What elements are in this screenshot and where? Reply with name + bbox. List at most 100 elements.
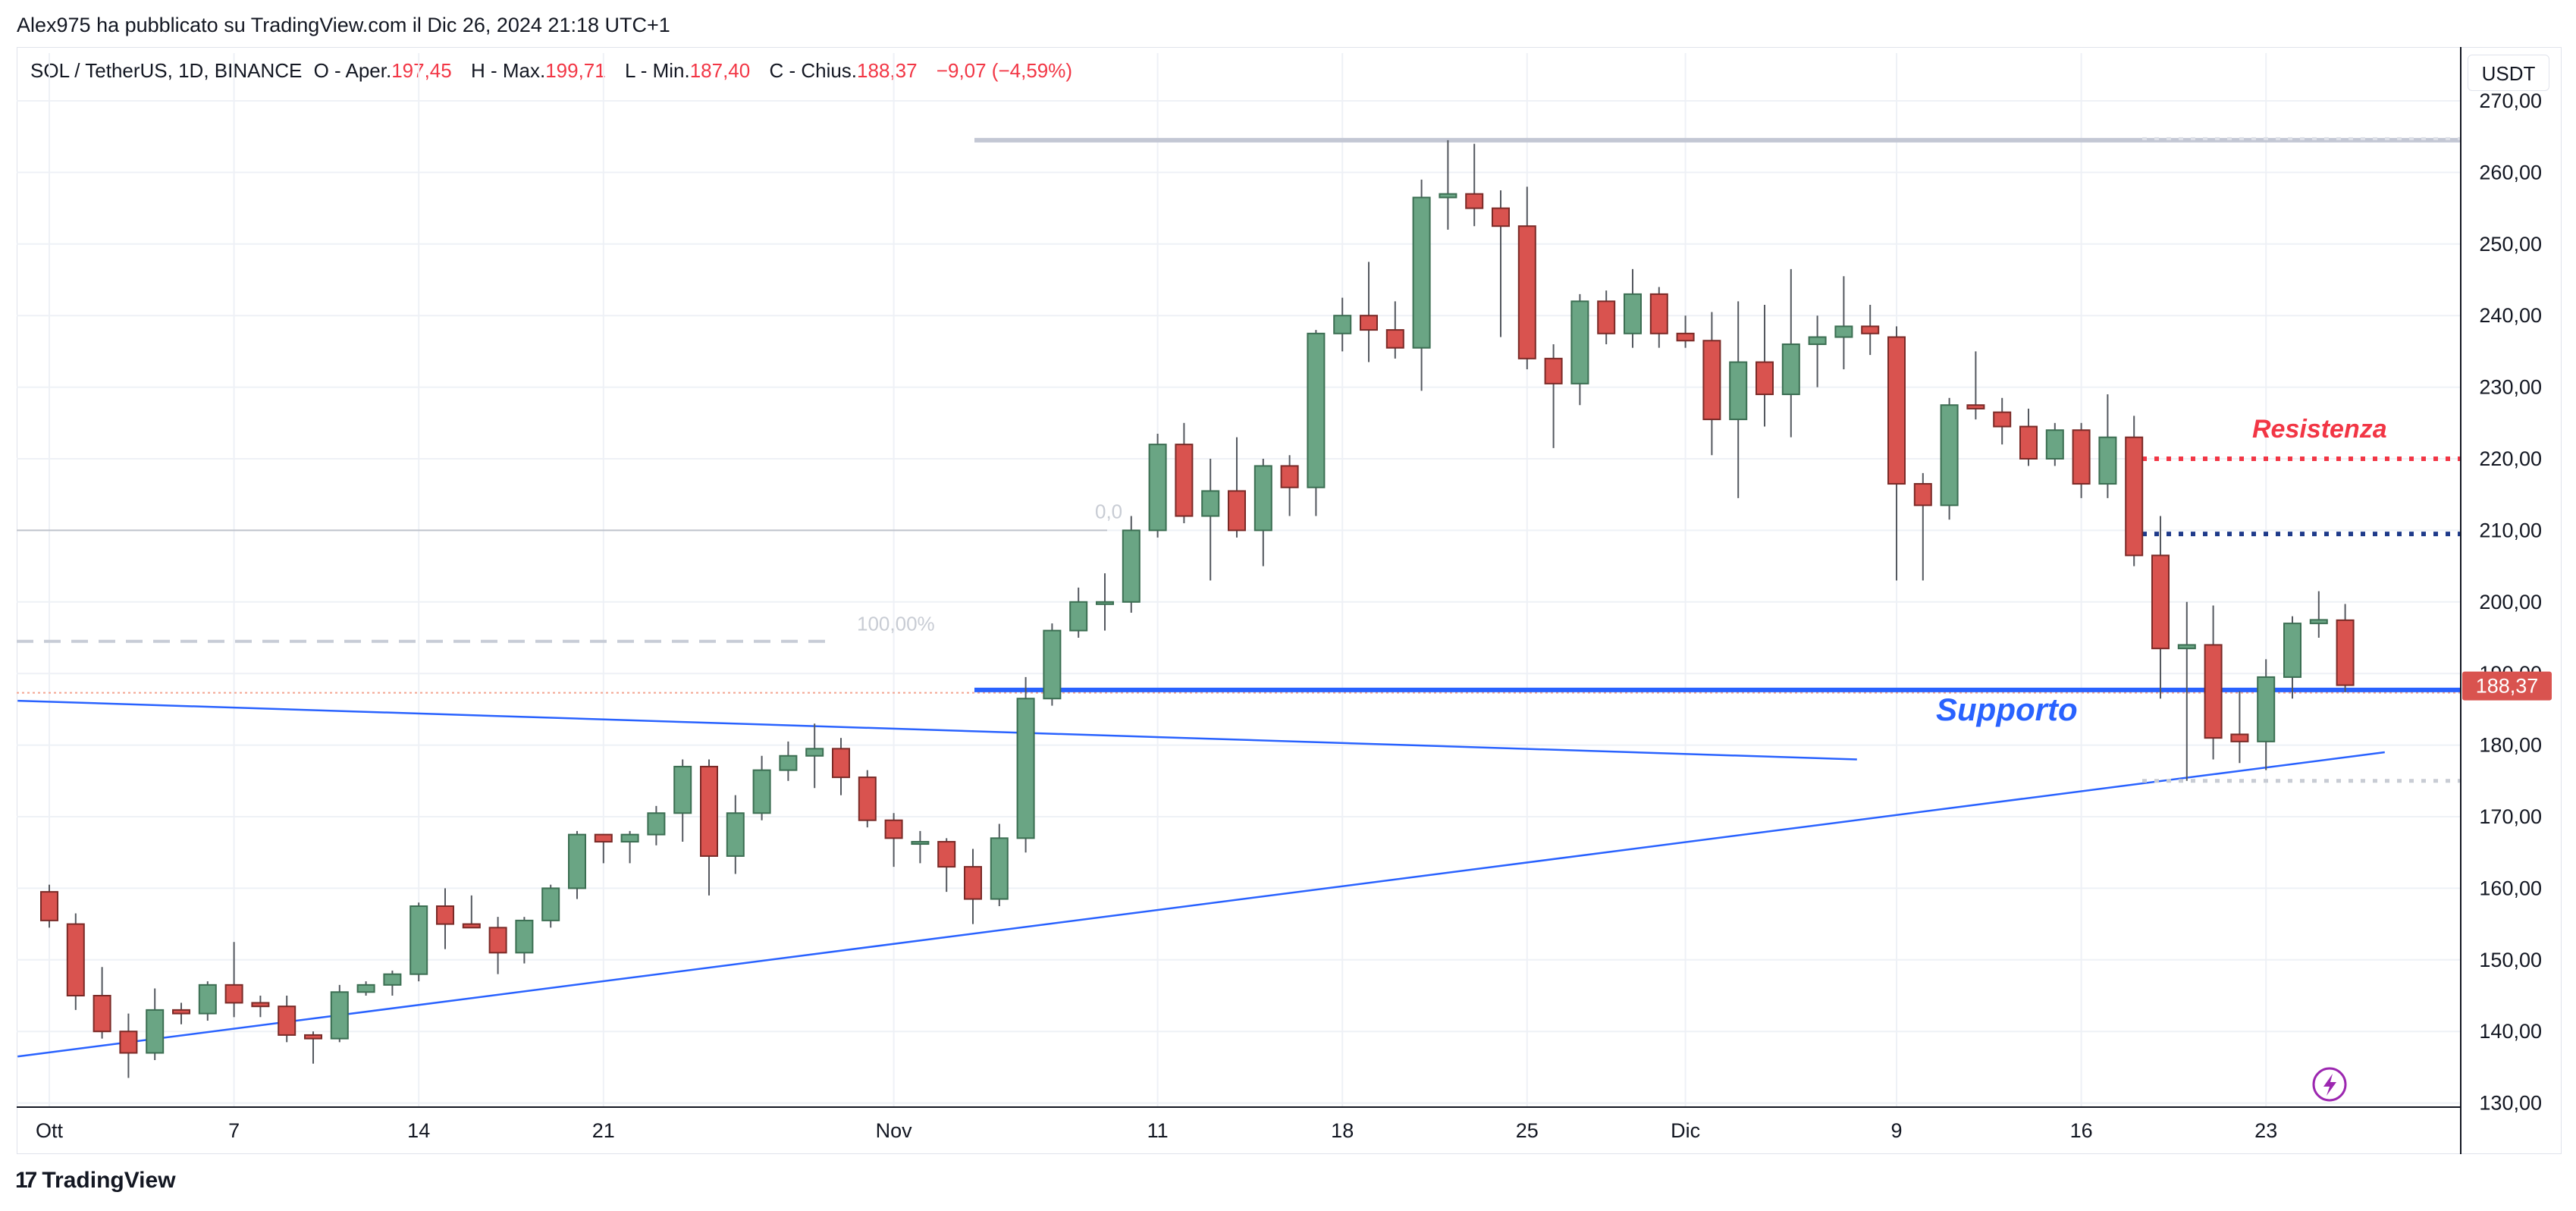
candle[interactable] [1861, 305, 1880, 356]
candle[interactable] [1465, 143, 1484, 227]
candle[interactable] [2045, 422, 2064, 466]
candle[interactable] [1492, 190, 1510, 337]
candle[interactable] [251, 996, 270, 1018]
candle[interactable] [858, 770, 877, 828]
lightning-icon-bolt [2323, 1074, 2336, 1096]
candle[interactable] [146, 988, 165, 1060]
candle[interactable] [1597, 290, 1616, 344]
candle[interactable] [224, 942, 243, 1018]
candle[interactable] [2098, 394, 2117, 498]
candle[interactable] [436, 888, 454, 949]
candle[interactable] [488, 917, 507, 974]
candle[interactable] [172, 1002, 190, 1024]
candle[interactable] [1808, 315, 1827, 387]
candle[interactable] [779, 741, 798, 781]
candle[interactable] [832, 738, 850, 795]
candle[interactable] [1676, 315, 1695, 348]
candle[interactable] [2257, 659, 2276, 770]
tradingview-logo[interactable]: 17 TradingView [15, 1168, 176, 1194]
candle[interactable] [1096, 573, 1114, 631]
candle[interactable] [66, 913, 85, 1010]
candle-body [66, 923, 85, 996]
candle[interactable] [198, 981, 217, 1021]
candle[interactable] [93, 967, 111, 1039]
candle[interactable] [1966, 351, 1985, 420]
candle[interactable] [568, 830, 586, 899]
candle[interactable] [1043, 623, 1062, 706]
candle[interactable] [2230, 691, 2249, 764]
candle[interactable] [1148, 433, 1167, 538]
candle[interactable] [1887, 326, 1906, 581]
candle[interactable] [119, 1013, 138, 1078]
candle[interactable] [2072, 422, 2091, 498]
candle[interactable] [1280, 455, 1299, 516]
candle[interactable] [1702, 312, 1721, 456]
currency-button[interactable]: USDT [2468, 55, 2549, 91]
candle[interactable] [2177, 601, 2196, 781]
candle[interactable] [1570, 293, 1589, 406]
candle[interactable] [700, 759, 718, 896]
candle[interactable] [1439, 140, 1457, 230]
candle[interactable] [964, 849, 982, 924]
candle[interactable] [1649, 287, 1668, 348]
candle[interactable] [726, 795, 745, 874]
candle[interactable] [805, 723, 824, 789]
candle[interactable] [304, 1031, 322, 1064]
candle[interactable] [2336, 604, 2355, 692]
candle[interactable] [1385, 301, 1404, 359]
candle[interactable] [1253, 459, 1272, 566]
candle-body [541, 887, 560, 921]
candle[interactable] [383, 970, 402, 996]
candle[interactable] [1756, 305, 1774, 427]
candle[interactable] [2151, 516, 2170, 699]
candle[interactable] [1228, 437, 1246, 538]
candle[interactable] [1412, 179, 1431, 391]
candle[interactable] [647, 805, 666, 846]
candle[interactable] [2283, 616, 2301, 699]
lightning-icon[interactable] [2312, 1067, 2347, 1102]
candle[interactable] [1122, 516, 1141, 613]
candle[interactable] [541, 884, 560, 928]
y-tick-label: 200,00 [2479, 591, 2542, 613]
candle[interactable] [330, 984, 349, 1043]
candle[interactable] [1729, 301, 1748, 498]
candle[interactable] [990, 824, 1009, 906]
candle[interactable] [594, 833, 613, 864]
candle[interactable] [911, 830, 930, 864]
candle[interactable] [1307, 330, 1326, 516]
candle[interactable] [278, 996, 297, 1043]
symbol-label[interactable]: SOL / TetherUS, 1D, BINANCE [30, 59, 303, 82]
candle[interactable] [1517, 187, 1536, 369]
candle[interactable] [409, 902, 428, 982]
candle[interactable] [1069, 587, 1088, 638]
candle[interactable] [1016, 676, 1035, 853]
candle[interactable] [2309, 591, 2328, 638]
candle[interactable] [1624, 268, 1642, 348]
candle-body [198, 984, 217, 1015]
y-tick-label: 180,00 [2479, 734, 2542, 757]
candle[interactable] [937, 838, 956, 893]
candle[interactable] [620, 830, 639, 864]
candle[interactable] [1781, 268, 1800, 438]
candle[interactable] [356, 981, 375, 996]
overlays: Resistenza Supporto 188,37 [1936, 415, 2552, 1102]
candle[interactable] [1175, 422, 1194, 523]
candle[interactable] [515, 917, 534, 964]
candle[interactable] [2019, 408, 2038, 466]
candle[interactable] [752, 755, 771, 820]
candle[interactable] [1201, 459, 1220, 581]
candle[interactable] [1834, 276, 1853, 369]
candle[interactable] [1360, 262, 1378, 362]
candle[interactable] [1993, 397, 2012, 445]
candle[interactable] [1544, 344, 1563, 448]
candle[interactable] [673, 759, 692, 842]
candle[interactable] [40, 884, 58, 928]
candle[interactable] [1913, 472, 1932, 581]
candle[interactable] [2204, 605, 2223, 760]
candle[interactable] [884, 813, 903, 867]
candle[interactable] [1333, 297, 1352, 352]
candle[interactable] [1940, 397, 1959, 520]
candle[interactable] [2125, 416, 2144, 566]
candle[interactable] [462, 895, 481, 929]
